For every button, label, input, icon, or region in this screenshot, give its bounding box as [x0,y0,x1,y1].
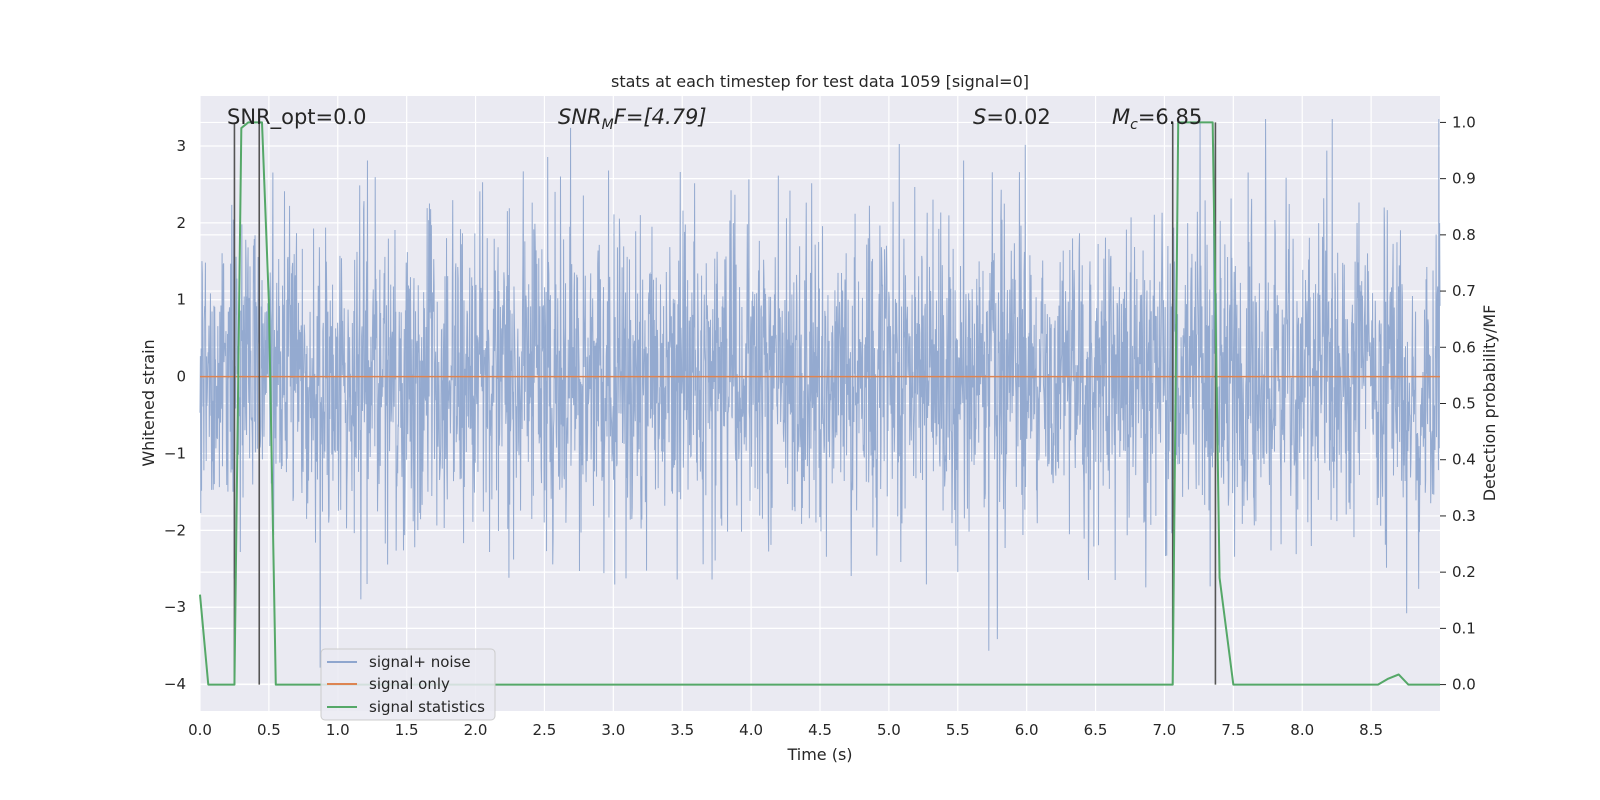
x-tick-label-15: 7.5 [1221,721,1245,739]
annotation-snr-mf-rest: F=[4.79] [614,105,707,129]
x-tick-label-5: 2.5 [533,721,557,739]
x-tick-label-0: 0.0 [188,721,212,739]
legend-label-signal-statistics: signal statistics [369,698,485,716]
annotation-snr-mf: SNRMF=[4.79] [558,105,707,133]
series-signal-statistics [199,121,1440,686]
y-tick-label-0: 3 [176,137,186,155]
x-tick-label-2: 1.0 [326,721,350,739]
y-tick-label-1: 2 [176,214,186,232]
y-axis-right-ticks: 1.0 0.9 0.8 0.7 0.6 0.5 0.4 0.3 0.2 0.1 0.0 [1440,113,1476,694]
y-tick-label-4: −1 [164,444,186,462]
y-right-tick-label-4: 0.6 [1452,338,1476,356]
y-right-tick-label-8: 0.2 [1452,563,1476,581]
annotation-snr-mf-main: SNR [558,105,602,129]
x-tick-label-8: 4.0 [739,721,763,739]
x-tick-label-6: 3.0 [601,721,625,739]
chart-title: stats at each timestep for test data 105… [611,72,1029,91]
y-axis-label: Whitened strain [139,339,158,466]
legend-label-signal-noise: signal+ noise [369,653,471,671]
y-right-tick-label-0: 1.0 [1452,113,1476,131]
y-right-tick-label-5: 0.5 [1452,395,1476,413]
y-right-tick-label-2: 0.8 [1452,226,1476,244]
y-right-tick-label-10: 0.0 [1452,676,1476,694]
x-tick-label-12: 6.0 [1015,721,1039,739]
annotation-mc: Mc=6.85 [1112,105,1202,133]
x-tick-label-13: 6.5 [1084,721,1108,739]
annotation-snr-mf-sub: M [602,117,614,133]
y-right-tick-label-3: 0.7 [1452,282,1476,300]
y-right-tick-label-6: 0.4 [1452,451,1476,469]
annotation-snr-opt: SNR_opt=0.0 [227,105,367,130]
annotation-mc-main: M [1112,105,1130,129]
y-tick-label-2: 1 [176,291,186,309]
series-signal-noise [199,119,1441,668]
y-tick-label-7: −4 [164,675,186,693]
y-tick-label-5: −2 [164,521,186,539]
x-tick-label-3: 1.5 [395,721,419,739]
annotation-s: S=0.02 [973,105,1051,129]
x-tick-label-17: 8.5 [1359,721,1383,739]
y-tick-label-3: 0 [176,368,186,386]
signal-statistics-line [199,121,1440,686]
x-tick-label-1: 0.5 [257,721,281,739]
y-right-tick-label-7: 0.3 [1452,507,1476,525]
annotation-mc-rest: =6.85 [1138,105,1202,129]
legend: signal+ noise signal only signal statist… [320,648,496,721]
x-tick-label-4: 2.0 [464,721,488,739]
x-tick-label-10: 5.0 [877,721,901,739]
annotation-s-main: S [973,105,986,129]
y-right-tick-label-9: 0.1 [1452,619,1476,637]
noise-line [199,119,1441,668]
legend-label-signal-only: signal only [369,675,450,693]
x-tick-label-11: 5.5 [946,721,970,739]
x-axis-label: Time (s) [786,745,852,764]
annotation-mc-sub: c [1130,117,1138,133]
x-tick-label-7: 3.5 [670,721,694,739]
x-tick-label-14: 7.0 [1153,721,1177,739]
y-tick-label-6: −3 [164,598,186,616]
x-tick-label-16: 8.0 [1290,721,1314,739]
x-axis-ticks: 0.0 0.5 1.0 1.5 2.0 2.5 3.0 3.5 4.0 4.5 5.0 5.5 6.0 6… [188,721,1383,739]
y-right-tick-label-1: 0.9 [1452,170,1476,188]
x-tick-label-9: 4.5 [808,721,832,739]
y-axis-right-label: Detection probability/MF [1480,305,1499,502]
annotation-s-rest: =0.02 [986,105,1050,129]
legend-box [320,648,496,721]
y-axis-ticks: 3 2 1 0 −1 −2 −3 −4 [164,137,186,693]
